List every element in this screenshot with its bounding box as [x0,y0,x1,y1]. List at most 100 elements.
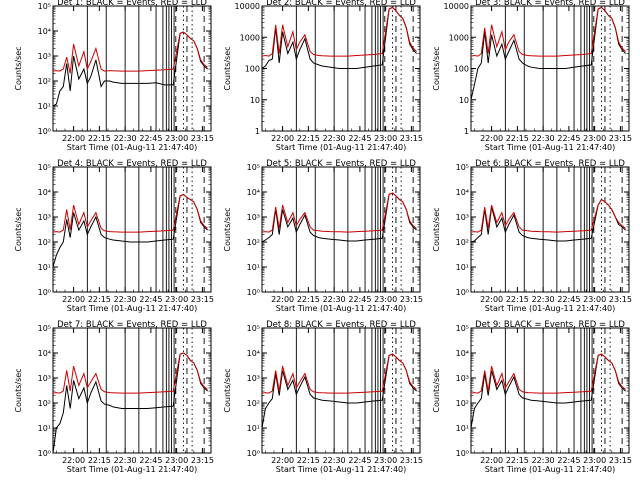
y-tick-label: 10² [38,238,51,247]
x-axis-label: Start Time (01-Aug-11 21:47:40) [276,304,407,313]
chart-panel-det2: Det 2: BLACK = Events, RED = LLD 1 10 100 10… [223,0,423,152]
y-tick-label: 10¹ [38,424,51,433]
y-tick-label: 10⁵ [247,324,260,333]
x-axis-label: Start Time (01-Aug-11 21:47:40) [485,304,616,313]
y-tick-label: 1000 [240,33,260,42]
y-tick-label: 100 [245,65,260,74]
plot-frame [470,166,630,293]
y-tick-label: 10⁵ [456,324,469,333]
x-tick-label: 22:15 [506,456,529,465]
x-tick-label: 22:15 [506,134,529,143]
series-line-events [262,6,417,69]
chart-panel-det1: Det 1: BLACK = Events, RED = LLD 10⁰ 10¹ 10… [14,0,214,152]
series-line-events [53,352,208,453]
y-tick-label: 10¹ [247,263,260,272]
chart-panel-det6: Det 6: BLACK = Events, RED = LLD 10⁰ 10¹ 10… [432,159,632,313]
x-tick-label: 22:30 [532,295,555,304]
plot-frame [52,327,212,454]
plot-frame [261,166,421,293]
chart-panel-det9: Det 9: BLACK = Events, RED = LLD 10⁰ 10¹ 10… [432,320,632,474]
y-axis-label: Counts/sec [14,368,23,412]
plot-frame [261,327,421,454]
x-tick-label: 23:15 [609,134,632,143]
x-tick-label: 23:00 [583,456,606,465]
x-tick-label: 22:15 [297,134,320,143]
y-axis-label: Counts/sec [14,207,23,251]
x-tick-label: 22:45 [557,456,580,465]
y-tick-label: 10⁵ [38,2,51,11]
y-tick-label: 10⁰ [247,288,260,297]
x-tick-label: 23:15 [191,134,214,143]
x-tick-label: 22:45 [348,134,371,143]
series-line-events [471,353,626,429]
chart-panel-det3: Det 3: BLACK = Events, RED = LLD 1 10 100 10… [432,0,632,152]
chart-title: Det 3: BLACK = Events, RED = LLD [475,0,625,8]
y-tick-label: 100 [454,65,469,74]
y-tick-label: 10⁴ [247,349,260,358]
chart-title: Det 6: BLACK = Events, RED = LLD [475,159,625,169]
x-tick-label: 23:15 [609,295,632,304]
series-line-events [262,192,417,243]
chart-panel-det7: Det 7: BLACK = Events, RED = LLD 10⁰ 10¹ 10… [14,320,214,474]
y-tick-label: 10⁵ [247,163,260,172]
x-tick-label: 22:30 [323,295,346,304]
y-tick-label: 10⁰ [456,449,469,458]
y-axis-label: Counts/sec [432,207,441,251]
x-tick-label: 22:45 [557,134,580,143]
y-tick-label: 1 [255,127,260,136]
y-tick-label: 10² [247,399,260,408]
y-tick-label: 10⁴ [456,349,469,358]
series-line-lld [262,6,417,57]
chart-title: Det 2: BLACK = Events, RED = LLD [266,0,416,8]
chart-title: Det 8: BLACK = Events, RED = LLD [266,320,416,330]
x-tick-label: 22:45 [557,295,580,304]
y-tick-label: 10³ [456,374,469,383]
x-axis-label: Start Time (01-Aug-11 21:47:40) [67,304,198,313]
chart-title: Det 1: BLACK = Events, RED = LLD [57,0,207,8]
x-tick-label: 22:00 [271,295,294,304]
y-tick-label: 10¹ [456,424,469,433]
x-tick-label: 22:30 [323,134,346,143]
x-tick-label: 22:15 [88,295,111,304]
y-tick-label: 10² [247,238,260,247]
x-tick-label: 22:30 [532,134,555,143]
x-tick-label: 22:45 [139,134,162,143]
y-tick-label: 10³ [38,374,51,383]
series-line-lld [471,6,626,57]
x-tick-label: 22:30 [114,456,137,465]
chart-panel-det8: Det 8: BLACK = Events, RED = LLD 10⁰ 10¹ 10… [223,320,423,474]
x-tick-label: 23:00 [583,134,606,143]
chart-title: Det 4: BLACK = Events, RED = LLD [57,159,207,169]
y-tick-label: 10⁴ [38,27,51,36]
x-tick-label: 22:45 [139,456,162,465]
series-line-events [53,31,208,107]
x-tick-label: 22:15 [506,295,529,304]
y-tick-label: 10⁴ [38,188,51,197]
x-tick-label: 23:15 [609,456,632,465]
y-tick-label: 10¹ [247,424,260,433]
series-line-lld [53,193,208,233]
y-tick-label: 10⁵ [38,324,51,333]
y-tick-label: 10⁰ [38,127,51,136]
x-axis-label: Start Time (01-Aug-11 21:47:40) [485,143,616,152]
y-tick-label: 10³ [456,213,469,222]
chart-panel-det4: Det 4: BLACK = Events, RED = LLD 10⁰ 10¹ 10… [14,159,214,313]
x-axis-label: Start Time (01-Aug-11 21:47:40) [67,465,198,474]
y-tick-label: 10⁴ [456,188,469,197]
y-axis-label: Counts/sec [432,46,441,90]
y-tick-label: 10¹ [38,263,51,272]
y-tick-label: 10⁰ [38,288,51,297]
x-tick-label: 22:00 [271,456,294,465]
chart-title: Det 9: BLACK = Events, RED = LLD [475,320,625,330]
series-line-lld [471,198,626,233]
x-tick-label: 23:00 [374,456,397,465]
y-tick-label: 1000 [449,33,469,42]
y-tick-label: 10⁰ [38,449,51,458]
x-tick-label: 22:30 [114,134,137,143]
x-tick-label: 22:00 [62,134,85,143]
y-tick-label: 10² [456,399,469,408]
x-tick-label: 23:00 [165,456,188,465]
chart-title: Det 5: BLACK = Events, RED = LLD [266,159,416,169]
y-tick-label: 10³ [38,52,51,61]
